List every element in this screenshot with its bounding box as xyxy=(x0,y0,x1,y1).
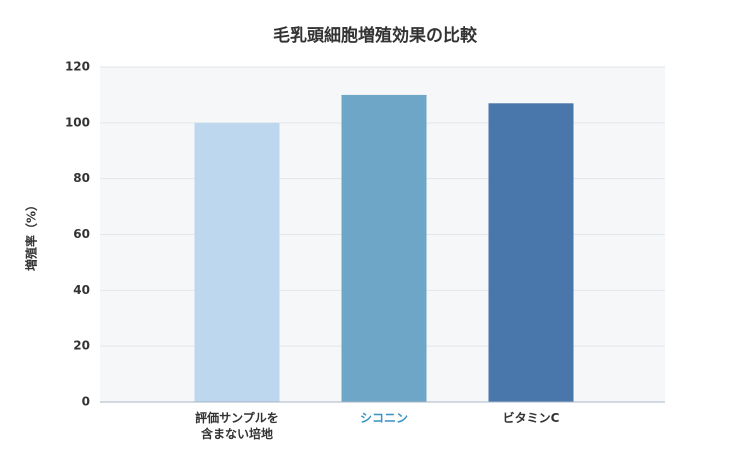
y-tick-label: 40 xyxy=(73,283,90,297)
y-tick-label: 20 xyxy=(73,339,90,353)
y-tick-label: 120 xyxy=(65,60,90,74)
y-tick-label: 100 xyxy=(65,115,90,129)
x-tick-label: 評価サンプルを含まない培地 xyxy=(195,411,279,441)
chart-title: 毛乳頭細胞増殖効果の比較 xyxy=(273,25,478,46)
x-tick-label: シコニン xyxy=(359,411,408,425)
y-tick-label: 0 xyxy=(82,395,90,409)
bar xyxy=(341,94,427,403)
x-tick-label: ビタミンC xyxy=(502,411,560,425)
y-axis-label: 増殖率（%） xyxy=(24,199,39,271)
bar xyxy=(488,103,574,403)
bar xyxy=(194,122,280,402)
y-tick-label: 60 xyxy=(73,227,90,241)
y-tick-label: 80 xyxy=(73,171,90,185)
